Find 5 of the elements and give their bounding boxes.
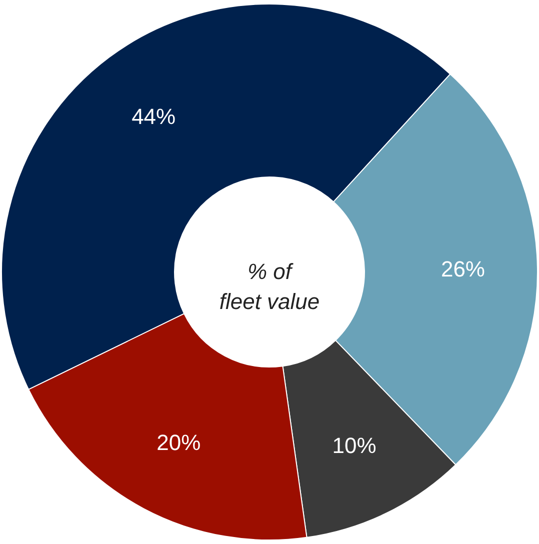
data-label: 26% (440, 256, 486, 282)
data-label: 10% (332, 432, 376, 458)
data-label: 44% (132, 104, 176, 130)
data-label: 20% (156, 430, 201, 455)
text: % of fleet value (219, 259, 320, 314)
